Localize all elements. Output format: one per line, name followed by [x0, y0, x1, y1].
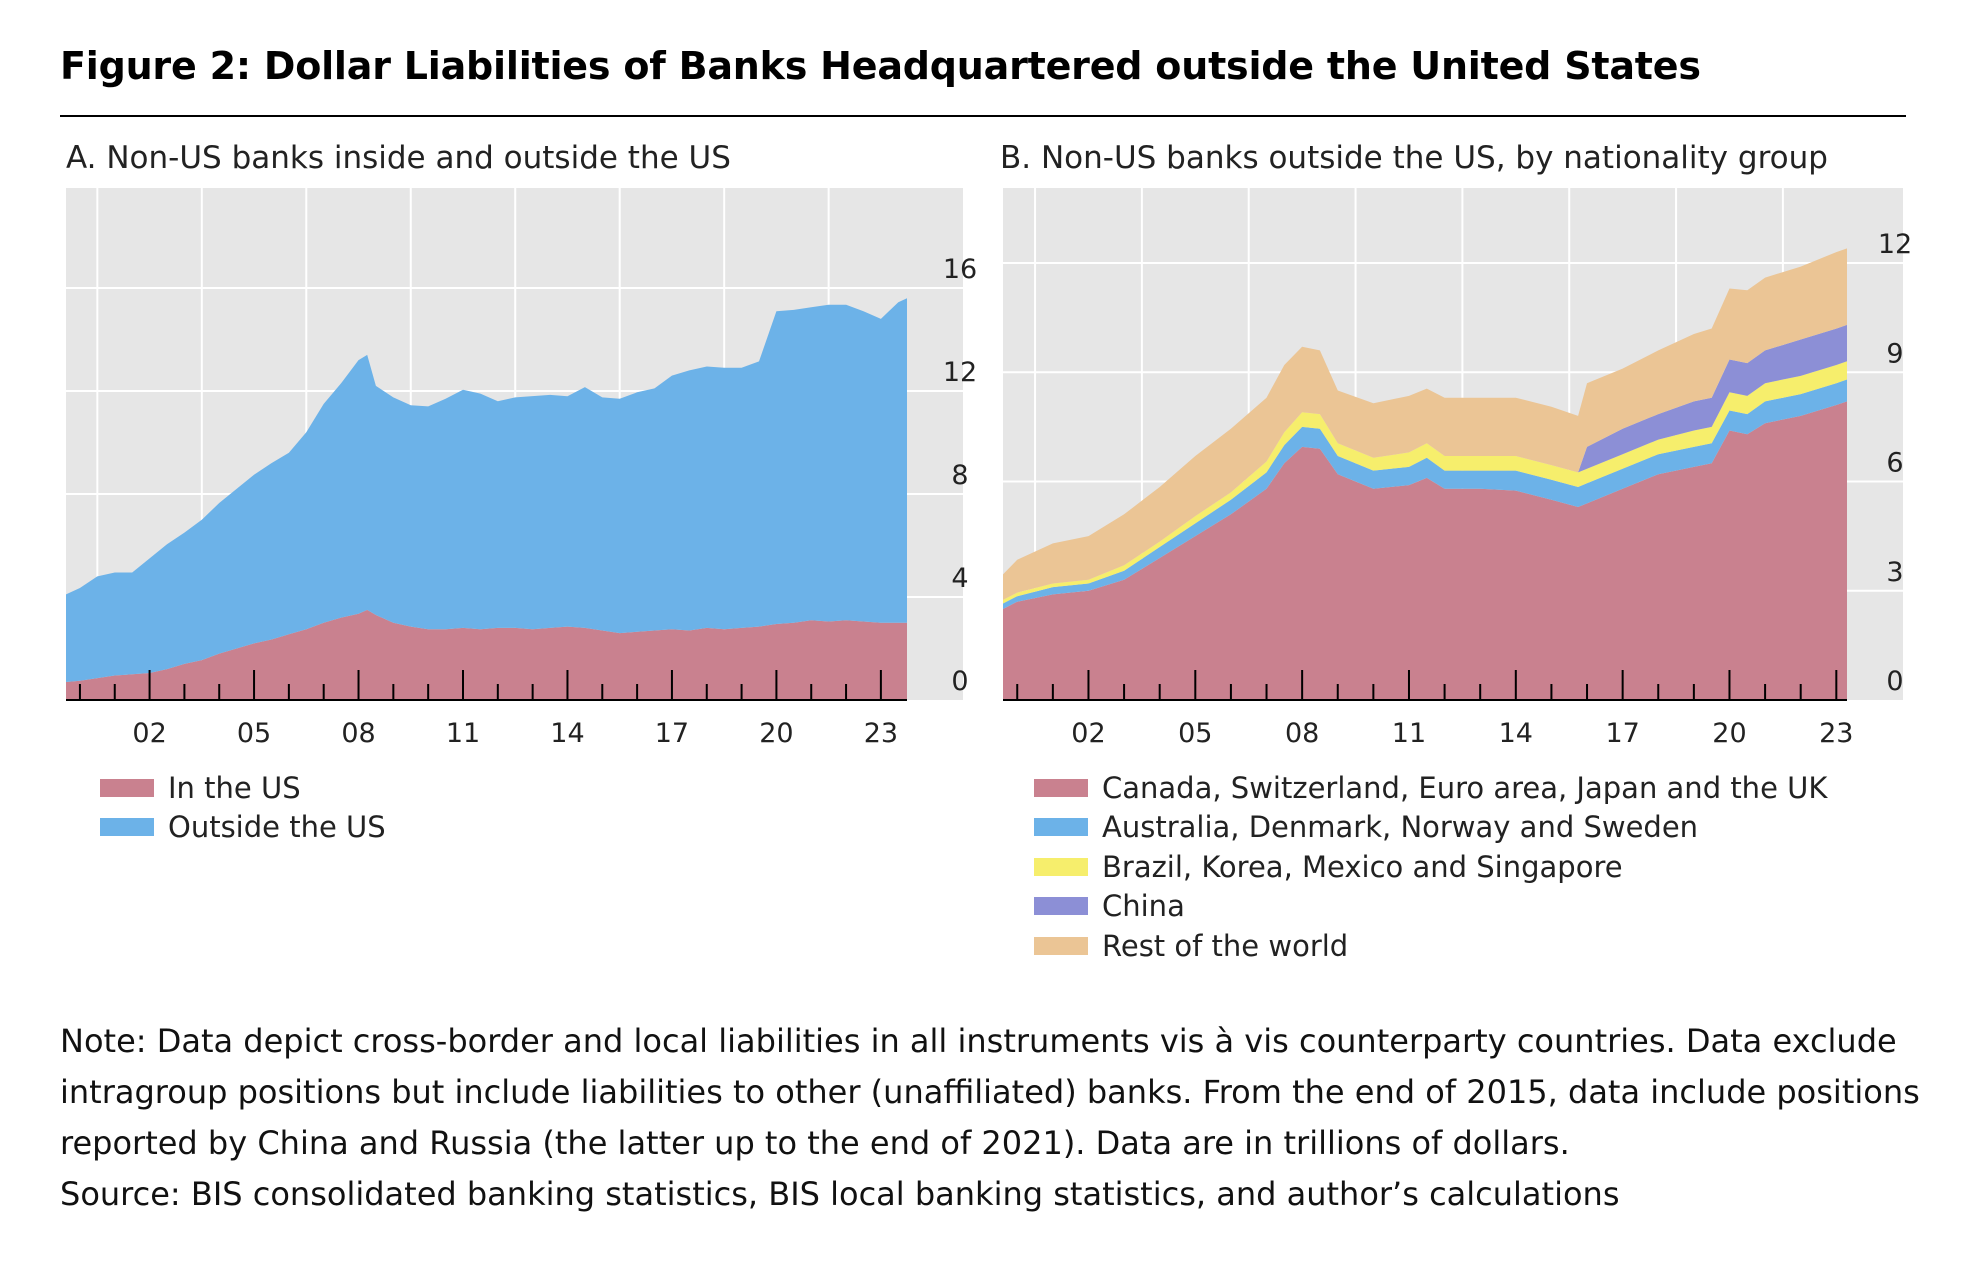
x-tick-label: 20 [759, 718, 793, 749]
legend-item: China [1034, 887, 1827, 927]
y-tick-label: 4 [951, 563, 968, 594]
x-tick-label: 11 [446, 718, 480, 749]
x-tick-label: 05 [1178, 718, 1212, 749]
panel-a-legend: In the US Outside the US [100, 768, 386, 847]
y-tick-label: 12 [943, 357, 977, 388]
x-tick-label: 11 [1392, 718, 1426, 749]
legend-label: Outside the US [168, 810, 386, 845]
area-series-2 [1003, 361, 1847, 604]
figure-title: Figure 2: Dollar Liabilities of Banks He… [60, 44, 1701, 88]
source-text: Source: BIS consolidated banking statist… [60, 1175, 1620, 1213]
panel-b-chart: 02 05 08 11 14 17 20 23 0 3 6 9 12 [1003, 188, 1912, 749]
panel-a-title: A. Non-US banks inside and outside the U… [66, 140, 731, 176]
legend-swatch [1034, 778, 1088, 797]
legend-label: Brazil, Korea, Mexico and Singapore [1102, 849, 1623, 884]
area-series-1 [66, 298, 907, 682]
x-tick-label: 14 [550, 718, 584, 749]
x-tick-label: 14 [1499, 718, 1533, 749]
x-tick-label: 20 [1712, 718, 1746, 749]
area-series-3 [1003, 324, 1847, 600]
y-tick-label: 3 [1886, 557, 1903, 588]
area-series-0 [1003, 401, 1847, 700]
legend-label: Rest of the world [1102, 928, 1349, 963]
panel-b-title: B. Non-US banks outside the US, by natio… [1000, 140, 1828, 176]
area-series-0 [66, 609, 907, 700]
x-tick-label: 17 [655, 718, 689, 749]
y-tick-label: 8 [951, 460, 968, 491]
legend-swatch [100, 778, 154, 797]
x-tick-label: 17 [1605, 718, 1639, 749]
figure-notes: Note: Data depict cross-border and local… [60, 1016, 1920, 1220]
legend-item: Canada, Switzerland, Euro area, Japan an… [1034, 768, 1827, 808]
area-series-4 [1003, 248, 1847, 600]
legend-label: In the US [168, 770, 301, 805]
legend-swatch [1034, 818, 1088, 837]
x-tick-label: 23 [1819, 718, 1853, 749]
legend-item: In the US [100, 768, 386, 808]
x-tick-label: 02 [132, 718, 166, 749]
panel-b-legend: Canada, Switzerland, Euro area, Japan an… [1034, 768, 1827, 966]
y-tick-label: 12 [1878, 229, 1912, 260]
x-tick-label: 02 [1071, 718, 1105, 749]
y-tick-label: 0 [951, 666, 968, 697]
panel-a-chart: 02 05 08 11 14 17 20 23 0 4 8 12 16 [66, 188, 977, 749]
legend-item: Australia, Denmark, Norway and Sweden [1034, 808, 1827, 848]
legend-swatch [1034, 897, 1088, 916]
y-tick-label: 16 [943, 254, 977, 285]
x-tick-label: 23 [864, 718, 898, 749]
x-tick-label: 05 [237, 718, 271, 749]
legend-item: Brazil, Korea, Mexico and Singapore [1034, 847, 1827, 887]
area-series-1 [1003, 379, 1847, 609]
legend-swatch [1034, 857, 1088, 876]
legend-label: Australia, Denmark, Norway and Sweden [1102, 810, 1699, 845]
title-rule [60, 115, 1906, 117]
legend-swatch [100, 818, 154, 837]
x-tick-label: 08 [341, 718, 375, 749]
note-text: Note: Data depict cross-border and local… [60, 1022, 1920, 1162]
legend-item: Rest of the world [1034, 926, 1827, 966]
y-tick-label: 6 [1886, 448, 1903, 479]
x-tick-label: 08 [1285, 718, 1319, 749]
legend-swatch [1034, 936, 1088, 955]
legend-label: China [1102, 889, 1185, 924]
legend-label: Canada, Switzerland, Euro area, Japan an… [1102, 770, 1828, 805]
legend-item: Outside the US [100, 808, 386, 848]
y-tick-label: 0 [1886, 666, 1903, 697]
y-tick-label: 9 [1886, 338, 1903, 369]
